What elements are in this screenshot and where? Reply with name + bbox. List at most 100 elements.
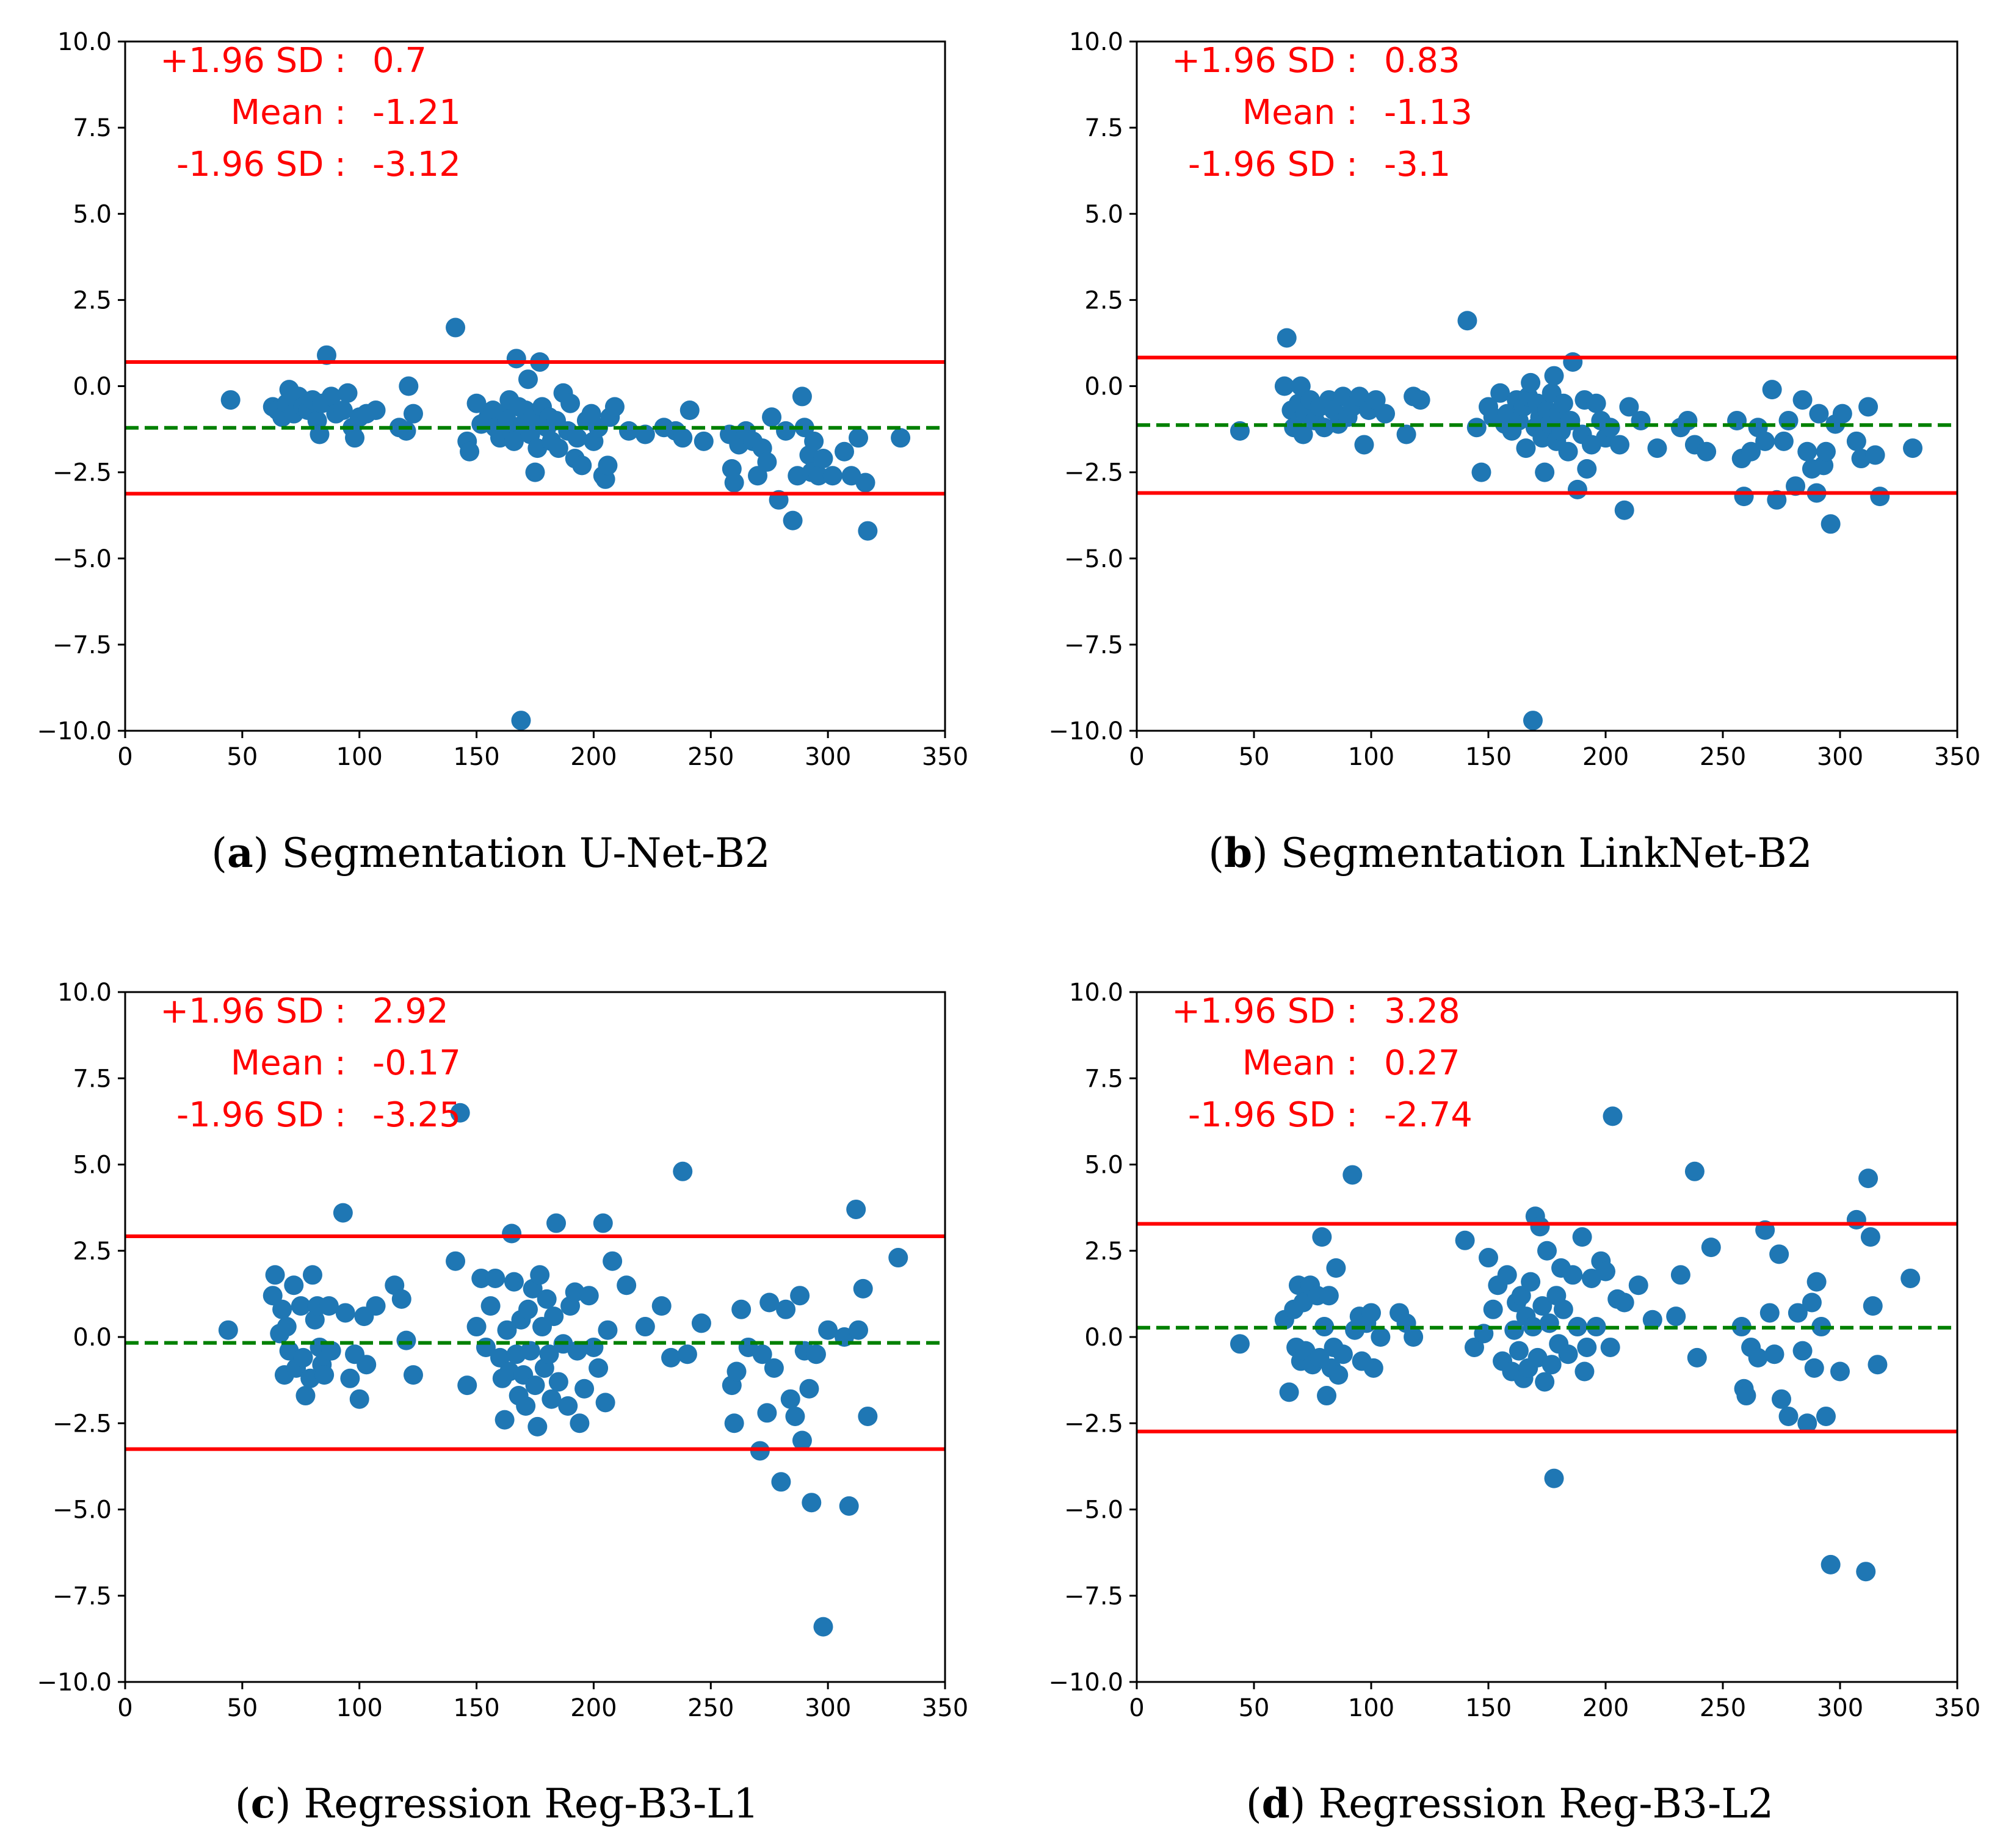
upper-annotation-value: 3.28	[1384, 991, 1460, 1031]
x-tick-label: 0	[117, 1694, 132, 1722]
x-tick-label: 0	[1129, 743, 1144, 771]
data-point	[1741, 441, 1761, 462]
data-point	[537, 1289, 557, 1309]
x-tick-label: 200	[1582, 1694, 1629, 1722]
data-point	[277, 1317, 297, 1337]
y-tick-label: −5.0	[1064, 545, 1123, 573]
data-point	[272, 1299, 292, 1319]
data-point	[1600, 1337, 1620, 1357]
x-tick-label: 100	[336, 743, 383, 771]
data-point	[731, 1299, 752, 1319]
data-point	[1832, 404, 1852, 424]
x-tick-label: 300	[805, 743, 851, 771]
x-tick-label: 150	[1465, 743, 1512, 771]
data-point	[724, 473, 744, 493]
lower-annotation-value: -3.12	[372, 145, 461, 184]
x-tick-label: 200	[1582, 743, 1629, 771]
data-point	[673, 428, 693, 448]
lower-annotation-label: -1.96 SD :	[1188, 145, 1358, 184]
data-point	[1553, 1299, 1573, 1319]
data-point	[291, 1296, 311, 1316]
data-point	[888, 1248, 908, 1268]
data-point	[1544, 1468, 1564, 1488]
data-point	[574, 1379, 595, 1399]
data-point	[813, 449, 833, 469]
y-tick-label: 0.0	[1084, 373, 1123, 401]
data-point	[399, 376, 419, 396]
data-point	[1767, 490, 1787, 510]
data-point	[679, 400, 700, 421]
data-point	[1483, 1299, 1503, 1319]
data-point	[794, 418, 814, 438]
data-point	[460, 441, 480, 462]
chart-panel-b: 0 50 100 150 200 250 300 350 −10.0 −7.5 −5.0 −2.5 0.…	[1048, 28, 1980, 771]
y-tick-label: 2.5	[73, 286, 112, 314]
data-point	[1647, 438, 1667, 458]
data-point	[1858, 1169, 1879, 1189]
data-point	[558, 1396, 578, 1416]
y-tick-label: 10.0	[1069, 979, 1123, 1007]
data-point	[1619, 397, 1639, 417]
data-point	[466, 1317, 487, 1337]
y-tick-label: 10.0	[1069, 28, 1123, 56]
y-tick-label: −2.5	[1064, 1410, 1123, 1438]
data-point	[724, 1413, 744, 1433]
data-point	[1684, 1161, 1705, 1181]
data-point	[518, 369, 538, 390]
data-point	[1858, 397, 1879, 417]
data-point	[1375, 404, 1396, 424]
data-point	[302, 1265, 322, 1285]
data-point	[321, 1341, 341, 1361]
data-point	[357, 1355, 377, 1375]
data-point	[661, 1347, 681, 1368]
data-point	[1788, 1303, 1808, 1323]
data-point	[1821, 514, 1841, 534]
data-point	[1293, 424, 1313, 444]
x-tick-label: 100	[1348, 743, 1394, 771]
x-tick-label: 100	[1348, 1694, 1394, 1722]
data-point	[1274, 376, 1294, 396]
data-point	[1291, 376, 1311, 396]
data-point	[1464, 1337, 1484, 1357]
data-point	[1830, 1361, 1850, 1382]
data-point	[1523, 711, 1543, 731]
data-point	[1778, 410, 1799, 430]
data-point	[366, 400, 386, 421]
data-point	[572, 455, 592, 476]
data-point	[849, 1320, 869, 1340]
data-point	[495, 1410, 515, 1430]
x-tick-label: 50	[226, 1694, 258, 1722]
data-point	[485, 1268, 505, 1288]
data-point	[1277, 328, 1297, 348]
x-tick-label: 0	[1129, 1694, 1144, 1722]
data-point	[1759, 1303, 1780, 1323]
data-point	[1457, 311, 1477, 331]
data-point	[764, 1358, 784, 1378]
data-point	[691, 1313, 711, 1333]
y-tick-label: −10.0	[37, 1669, 112, 1697]
data-point	[762, 407, 782, 427]
data-point	[1614, 1292, 1634, 1313]
data-point	[1846, 431, 1866, 451]
data-point	[1863, 1296, 1883, 1316]
data-point	[567, 1341, 587, 1361]
data-point	[1678, 410, 1698, 430]
data-point	[1596, 1261, 1615, 1281]
data-point	[1553, 393, 1573, 413]
data-point	[542, 1389, 562, 1409]
data-point	[1666, 1306, 1686, 1327]
data-point	[1342, 1165, 1363, 1185]
data-point	[1731, 1317, 1752, 1337]
data-point	[1734, 487, 1754, 507]
data-point	[1572, 1227, 1592, 1247]
chart-panel-a: 0 50 100 150 200 250 300 350 −10.0 −7.5 −5.0 −2.5 0.…	[37, 28, 968, 771]
y-tick-label: 0.0	[1084, 1324, 1123, 1352]
x-tick-label: 250	[687, 743, 734, 771]
data-point	[804, 431, 824, 451]
chart-panel-d: 0 50 100 150 200 250 300 350 −10.0 −7.5 −5.0 −2.5 0.…	[1048, 979, 1980, 1722]
y-tick-label: 2.5	[1084, 1237, 1123, 1266]
data-point	[1900, 1268, 1921, 1288]
data-point	[1563, 352, 1583, 372]
data-point	[516, 1396, 536, 1416]
data-point	[598, 455, 618, 476]
